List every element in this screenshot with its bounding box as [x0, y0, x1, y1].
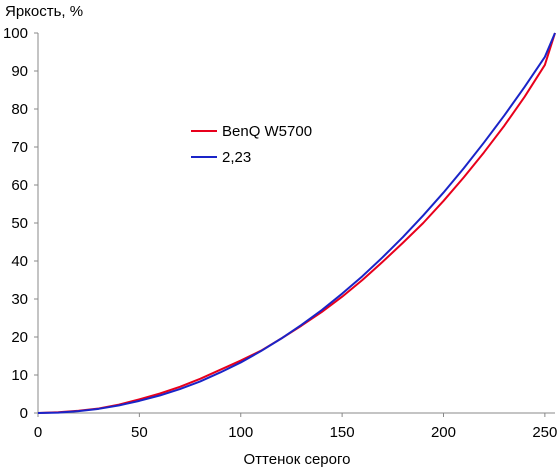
legend: BenQ W5700 2,23 [191, 123, 312, 166]
y-tick-label: 40 [11, 253, 28, 270]
legend-label-1: BenQ W5700 [222, 123, 312, 140]
y-tick-label: 70 [11, 139, 28, 156]
x-tick-label: 200 [431, 424, 456, 441]
tick-marks [34, 32, 546, 417]
y-tick-label: 90 [11, 63, 28, 80]
y-tick-label: 80 [11, 101, 28, 118]
y-tick-label: 10 [11, 367, 28, 384]
x-tick-label: 100 [228, 424, 253, 441]
y-axis-title: Яркость, % [5, 3, 83, 20]
legend-label-2: 2,23 [222, 149, 251, 166]
tick-labels: 0 10 20 30 40 50 60 70 80 90 100 0 50 100 150 200 250 [3, 25, 557, 441]
y-tick-label: 100 [3, 25, 28, 42]
y-tick-label: 30 [11, 291, 28, 308]
x-tick-label: 0 [34, 424, 42, 441]
y-tick-label: 20 [11, 329, 28, 346]
series-lines [37, 32, 556, 414]
x-axis-title: Оттенок серого [244, 451, 351, 467]
axes [37, 33, 555, 414]
x-tick-label: 50 [131, 424, 148, 441]
series-line-2 [37, 32, 556, 414]
x-tick-label: 250 [532, 424, 557, 441]
series-line-1 [37, 32, 556, 414]
y-tick-label: 50 [11, 215, 28, 232]
x-tick-label: 150 [330, 424, 355, 441]
y-tick-label: 60 [11, 177, 28, 194]
y-tick-label: 0 [20, 405, 28, 422]
